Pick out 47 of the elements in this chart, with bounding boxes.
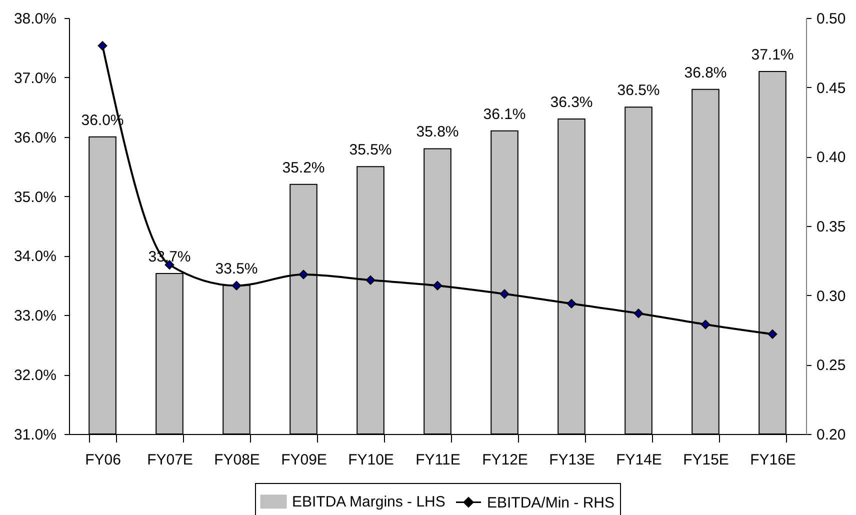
legend-label: EBITDA/Min - RHS: [487, 494, 615, 512]
data-label: 36.8%: [684, 64, 727, 82]
data-label: 33.5%: [215, 260, 258, 278]
point: [98, 41, 108, 50]
y-tick-label: 32.0%: [14, 367, 56, 384]
y2-tick-label: 0.25: [816, 357, 846, 374]
x-tick-label: FY09E: [281, 452, 327, 468]
x-tick-label: FY11E: [416, 452, 460, 468]
data-label: 36.1%: [483, 106, 526, 123]
legend-label: EBITDA Margins - LHS: [292, 494, 446, 511]
point: [500, 289, 510, 299]
point: [768, 329, 778, 339]
x-tick-label: FY10E: [348, 452, 394, 468]
y-tick-label: 33.0%: [14, 308, 56, 325]
x-tick-label: FY14E: [616, 452, 662, 468]
y2-tick-label: 0.50: [816, 10, 846, 28]
y-tick-label: 35.0%: [14, 188, 56, 206]
y-tick-label: 31.0%: [14, 426, 56, 444]
x-tick-label: FY15E: [683, 452, 729, 468]
y-tick-label: 36.0%: [14, 129, 56, 146]
y2-tick-label: 0.20: [816, 426, 846, 444]
point: [298, 270, 308, 280]
data-label: 35.8%: [416, 124, 459, 141]
data-label: 35.5%: [349, 142, 392, 159]
x-tick-label: FY13E: [549, 452, 595, 468]
point: [432, 280, 442, 290]
data-label: 36.3%: [550, 94, 593, 112]
point: [566, 298, 576, 308]
y2-tick-label: 0.40: [816, 149, 846, 166]
point: [634, 308, 644, 318]
point: [700, 320, 710, 330]
y2-tick-label: 0.30: [816, 288, 846, 305]
y-tick-label: 38.0%: [14, 10, 56, 28]
data-label: 35.2%: [282, 159, 325, 176]
x-tick-label: FY07E: [147, 452, 193, 468]
x-tick-label: FY06: [85, 452, 121, 468]
x-tick-label: FY08E: [214, 452, 260, 468]
x-tick-label: FY16E: [750, 452, 796, 468]
point: [366, 275, 376, 285]
y-tick-label: 34.0%: [14, 248, 56, 266]
x-tick-label: FY12E: [482, 452, 528, 468]
y2-tick-label: 0.45: [816, 80, 846, 97]
data-label: 36.5%: [617, 82, 660, 100]
y-tick-label: 37.0%: [14, 70, 56, 87]
data-label: 37.1%: [751, 46, 794, 64]
point: [232, 280, 242, 290]
y2-tick-label: 0.35: [816, 218, 846, 236]
